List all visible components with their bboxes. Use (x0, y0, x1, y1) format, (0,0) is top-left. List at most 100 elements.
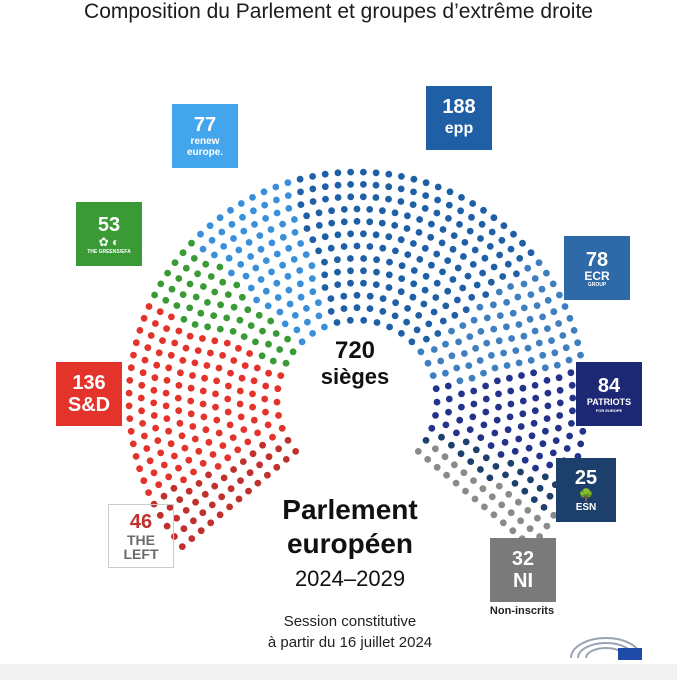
seat-s-d (175, 464, 182, 472)
seat-renew-europe (298, 338, 306, 346)
badge-ecr: 78 ECR GROUP (564, 236, 630, 300)
seat-the-left (235, 495, 243, 503)
seat-s-d (150, 412, 158, 419)
seat-the-greens-efa (284, 335, 291, 343)
seat-epp (480, 206, 487, 214)
seat-ecr (507, 283, 514, 290)
seat-epp (373, 268, 380, 276)
seat-patriots (445, 395, 453, 403)
seat-epp (353, 205, 361, 213)
seat-the-left (199, 509, 207, 517)
seat-epp (360, 168, 367, 176)
seat-the-greens-efa (217, 301, 225, 309)
seat-epp (468, 213, 475, 221)
seat-epp (398, 262, 406, 270)
seat-epp (347, 255, 354, 262)
seat-s-d (152, 320, 159, 327)
seat-ecr (515, 359, 523, 367)
seat-ni (481, 503, 488, 511)
seat-s-d (140, 477, 148, 485)
seat-epp (464, 272, 472, 280)
seat-the-greens-efa (219, 278, 227, 286)
seat-epp (457, 207, 464, 215)
seat-epp (422, 272, 430, 280)
seat-s-d (211, 337, 219, 345)
seat-the-greens-efa (238, 293, 246, 301)
seat-s-d (130, 351, 137, 359)
seat-patriots (528, 432, 536, 440)
seat-s-d (181, 444, 189, 452)
seat-epp (360, 230, 367, 238)
seat-s-d (126, 415, 134, 422)
seat-s-d (254, 429, 261, 437)
seat-the-greens-efa (182, 264, 190, 272)
seat-ecr (480, 369, 487, 377)
seat-epp (410, 175, 418, 183)
seat-s-d (229, 434, 237, 441)
seat-renew-europe (252, 264, 260, 272)
parliament-logo-icon (570, 637, 642, 660)
total-seats: 720 (334, 337, 376, 364)
seat-s-d (159, 337, 166, 344)
seat-the-greens-efa (204, 323, 212, 331)
seat-patriots (556, 399, 564, 407)
seat-the-left (166, 504, 174, 511)
seat-epp (321, 271, 329, 279)
seat-epp (360, 255, 367, 262)
seat-renew-europe (321, 323, 328, 331)
seat-epp (442, 302, 450, 310)
seat-ni (534, 514, 541, 522)
seat-the-left (284, 437, 292, 444)
seat-patriots (543, 377, 551, 384)
badge-ecr-label: ECR (584, 268, 610, 283)
seat-epp (433, 279, 441, 287)
seat-s-d (151, 374, 159, 382)
seat-epp (385, 170, 393, 178)
seat-epp (410, 188, 417, 196)
seat-renew-europe (197, 230, 204, 238)
seat-the-left (171, 533, 178, 540)
badge-ni-seats: 32 (511, 548, 535, 570)
greens-logo-icon: ✿ ◐ (98, 234, 120, 249)
seat-epp (454, 296, 461, 304)
seat-s-d (162, 389, 170, 397)
seat-epp (392, 299, 399, 307)
badge-sd-label: S&D (67, 394, 111, 416)
seat-s-d (155, 349, 163, 357)
seat-s-d (141, 356, 149, 364)
seat-ni (460, 469, 468, 477)
seat-ecr (539, 313, 546, 321)
seat-epp (446, 188, 454, 196)
seat-ni (499, 519, 507, 527)
seat-ecr (508, 335, 515, 342)
seat-s-d (150, 399, 158, 407)
seat-esn (486, 474, 494, 482)
seat-epp (379, 308, 387, 315)
badge-epp: 188 epp (426, 86, 492, 150)
seat-ecr (417, 348, 425, 356)
seat-ni (470, 477, 477, 484)
seat-s-d (143, 445, 151, 452)
seat-ecr (566, 314, 574, 322)
seat-s-d (150, 469, 158, 477)
seat-epp (297, 188, 304, 196)
seat-patriots (480, 421, 488, 429)
seat-epp (482, 291, 490, 298)
seat-ni (462, 487, 469, 495)
seat-the-left (207, 519, 215, 527)
seat-s-d (202, 426, 210, 434)
badge-greens-label: THE GREENS/EFA (87, 248, 131, 255)
seat-s-d (186, 332, 194, 340)
seat-the-greens-efa (186, 304, 194, 312)
seat-renew-europe (225, 254, 233, 262)
seat-ni (441, 453, 449, 461)
seat-ecr (453, 364, 461, 372)
seat-patriots (532, 464, 539, 472)
seat-renew-europe (268, 268, 275, 276)
seat-epp (373, 319, 381, 326)
seat-renew-europe (284, 179, 292, 187)
seat-s-d (160, 461, 168, 469)
seat-epp (315, 209, 323, 217)
seat-ecr (533, 302, 541, 309)
seat-s-d (224, 408, 232, 416)
